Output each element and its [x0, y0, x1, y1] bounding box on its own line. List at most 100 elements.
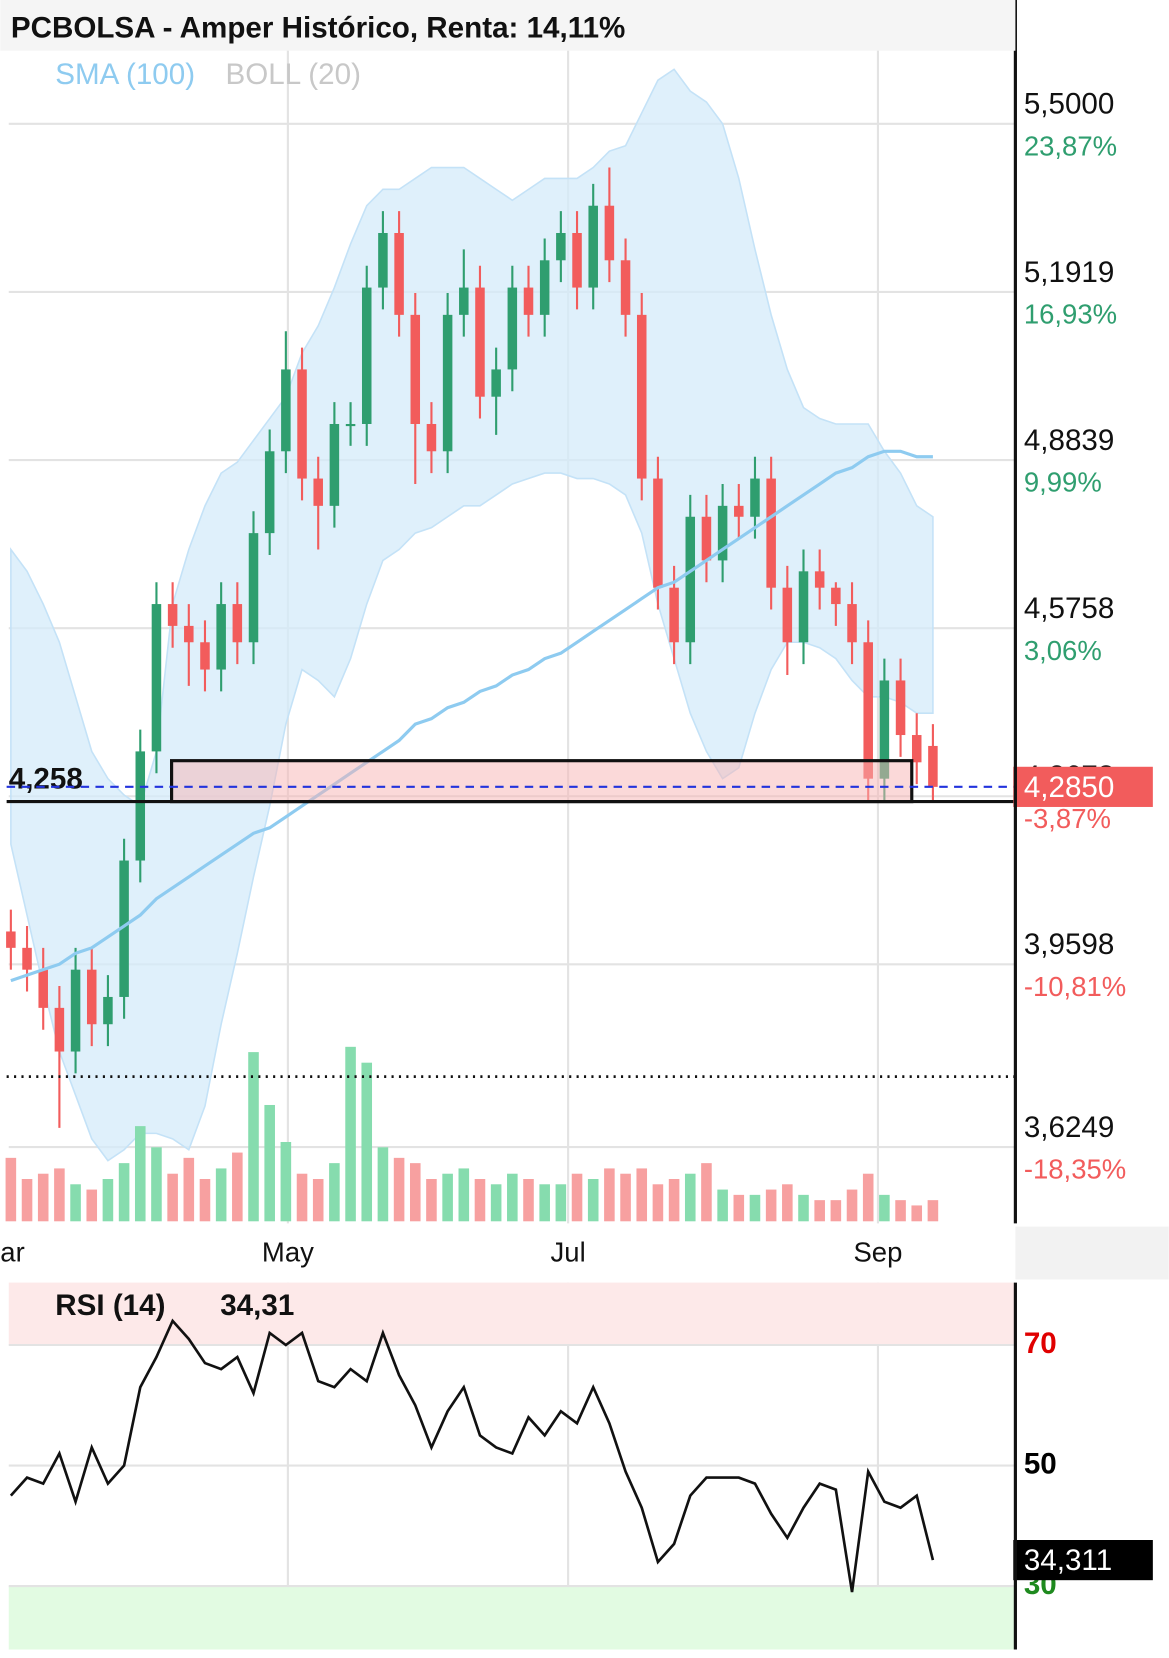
candle-body [701, 516, 712, 561]
volume-bar [118, 1163, 130, 1222]
rsi-tick-label: 50 [1024, 1447, 1057, 1480]
overbought-zone [8, 1282, 1016, 1346]
candle-body [685, 516, 696, 643]
candle-body [167, 604, 178, 626]
x-tick-label: ar [0, 1236, 24, 1267]
candle-body [620, 260, 631, 315]
candle-body [329, 423, 340, 506]
candle-body [410, 314, 421, 424]
last-price-label: 4,2850 [1024, 771, 1115, 804]
volume-bar [555, 1184, 567, 1222]
y-tick-label: 4,5758 [1024, 592, 1115, 625]
last-price-badge [1013, 766, 1153, 807]
volume-bar [5, 1157, 17, 1222]
candle-body [782, 587, 793, 643]
volume-bar [749, 1194, 761, 1222]
bollinger-band [10, 68, 934, 1162]
chart-title: PCBOLSA - Amper Histórico, Renta: 14,11% [11, 11, 626, 44]
volume-bar [717, 1189, 728, 1222]
y-tick-change: 3,06% [1024, 635, 1102, 666]
candle-body [38, 969, 48, 1008]
y-tick-change: -10,81% [1024, 971, 1126, 1002]
candle-body [895, 680, 906, 736]
volume-bar [393, 1157, 405, 1222]
candle-body [6, 931, 16, 948]
candle-body [814, 571, 825, 588]
rsi-value: 34,31 [220, 1289, 294, 1322]
volume-bar [151, 1147, 162, 1222]
y-tick-label: 3,9598 [1024, 928, 1115, 961]
candle-body [556, 233, 566, 261]
candle-body [184, 625, 194, 643]
candle-body [766, 478, 776, 588]
candle-body [847, 604, 857, 643]
volume-bar [846, 1189, 858, 1222]
volume-bar [684, 1173, 696, 1222]
volume [5, 1046, 939, 1222]
volume-bar [814, 1200, 825, 1222]
bollinger [10, 68, 934, 1162]
candle-body [264, 451, 275, 534]
rsi-badge [1013, 1540, 1153, 1581]
volume-bar [620, 1173, 631, 1222]
y-tick-change: 9,99% [1024, 467, 1102, 498]
volume-bar [604, 1168, 615, 1222]
candle-body [588, 205, 598, 288]
volume-bar [329, 1163, 340, 1222]
volume-bar [361, 1062, 373, 1222]
y-tick-change: -18,35% [1024, 1154, 1126, 1185]
volume-bar [490, 1184, 502, 1222]
candle-body [717, 505, 728, 561]
candle-body [119, 860, 129, 997]
candle-body [103, 996, 113, 1025]
volume-bar [183, 1157, 195, 1222]
volume-bar [458, 1168, 470, 1222]
volume-bar [345, 1046, 356, 1222]
candle-body [750, 478, 760, 517]
y-tick-label: 3,6249 [1024, 1111, 1115, 1144]
volume-bar [474, 1178, 486, 1222]
volume-bar [102, 1178, 114, 1222]
volume-bar [798, 1194, 809, 1222]
candle-body [135, 751, 146, 861]
legend-entry: SMA (100) [55, 58, 195, 91]
volume-bar [539, 1184, 550, 1222]
volume-bar [733, 1194, 745, 1222]
candle-body [378, 233, 388, 288]
candle-body [539, 260, 550, 315]
candle-body [491, 369, 501, 397]
volume-bar [765, 1189, 777, 1222]
y-tick-change: 23,87% [1024, 130, 1117, 161]
volume-bar [879, 1194, 890, 1222]
volume-bar [409, 1163, 421, 1222]
volume-bar [701, 1163, 712, 1222]
volume-bar [167, 1173, 178, 1222]
volume-bar [70, 1184, 81, 1222]
candle-body [604, 205, 615, 261]
candle-body [831, 587, 841, 605]
oversold-zone [8, 1586, 1016, 1650]
candle-body [200, 642, 210, 670]
candle-body [70, 969, 81, 1052]
volume-bar [54, 1168, 65, 1222]
volume-bar [377, 1147, 389, 1222]
y-tick-label: 4,8839 [1024, 424, 1115, 457]
candle-body [248, 533, 259, 643]
volume-bar [312, 1178, 324, 1222]
candle-body [345, 423, 356, 427]
volume-bar [927, 1200, 939, 1222]
axis-corner [1015, 1226, 1169, 1280]
sma-line [10, 449, 933, 983]
candle-body [216, 604, 226, 670]
overlays: 4,258 [6, 449, 1016, 1078]
volume-bar [782, 1184, 793, 1222]
candle-body [928, 745, 938, 787]
volume-bar [895, 1200, 906, 1222]
candle-body [232, 604, 243, 643]
volume-bar [587, 1178, 599, 1222]
candle-body [669, 587, 679, 643]
candle-body [151, 604, 162, 752]
